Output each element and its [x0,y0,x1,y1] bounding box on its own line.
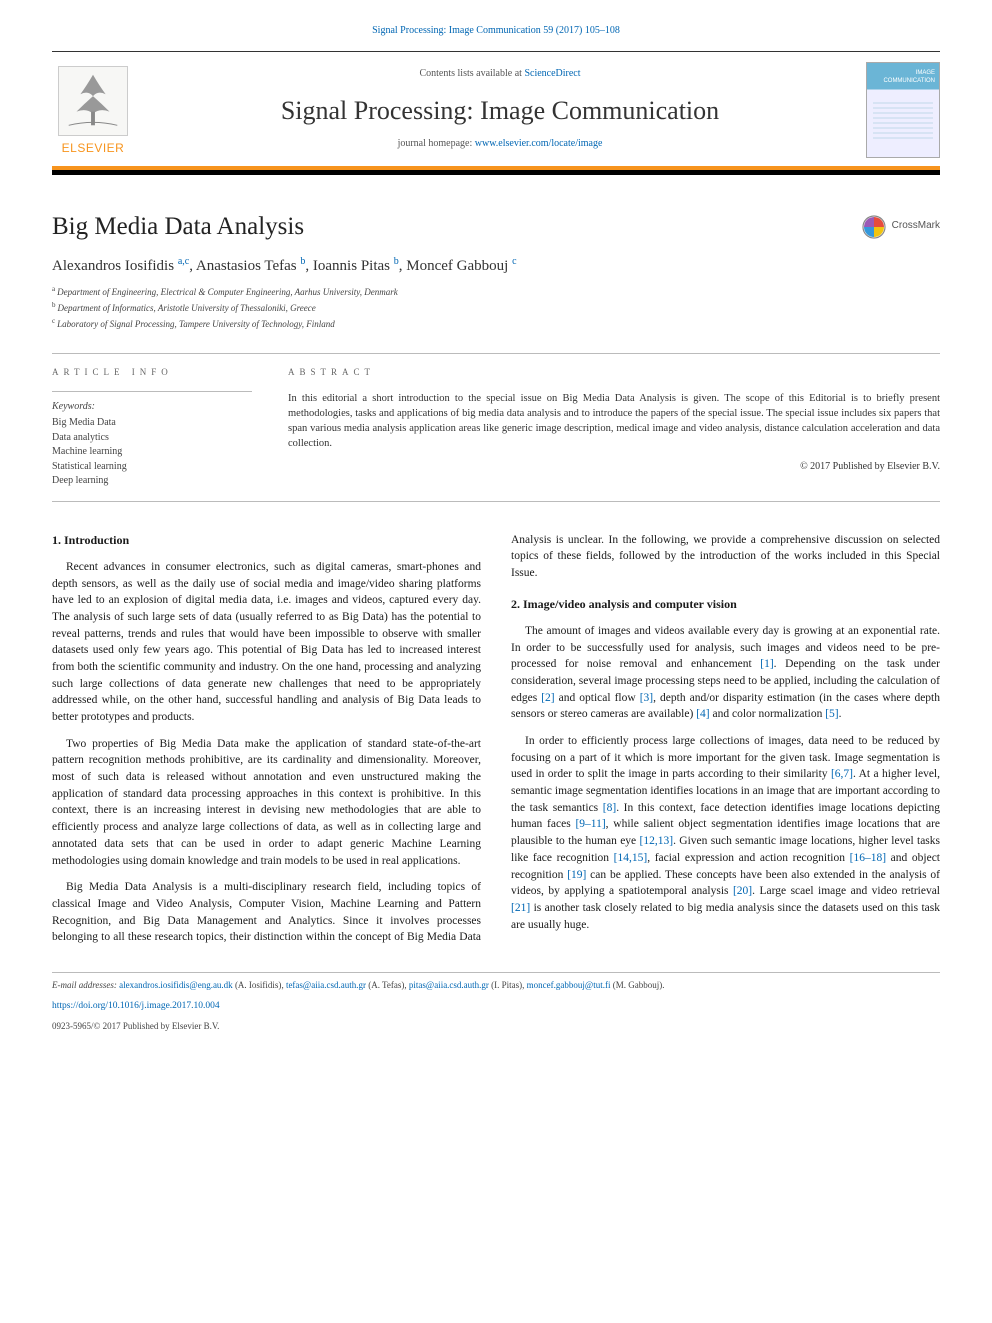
publisher-logo: ELSEVIER [52,62,134,158]
abstract-label: abstract [288,366,940,379]
article-title: Big Media Data Analysis [52,209,304,245]
homepage-line: journal homepage: www.elsevier.com/locat… [148,137,852,152]
citation[interactable]: [5] [825,708,838,720]
citation[interactable]: [1] [760,658,773,670]
email-label: E-mail addresses: [52,980,119,990]
homepage-prefix: journal homepage: [398,138,475,149]
keyword-item: Data analytics [52,431,252,446]
header-black-rule [52,170,940,175]
issn: 0923-5965/© 2017 Published by Elsevier B… [52,1020,940,1033]
citation[interactable]: [14,15] [614,852,648,864]
top-citation-link[interactable]: Signal Processing: Image Communication 5… [372,25,620,36]
contents-prefix: Contents lists available at [419,68,524,79]
doi-link[interactable]: https://doi.org/10.1016/j.image.2017.10.… [52,1001,220,1011]
citation[interactable]: [19] [567,869,586,881]
homepage-link[interactable]: www.elsevier.com/locate/image [475,138,603,149]
keyword-item: Big Media Data [52,416,252,431]
info-rule-top [52,353,940,354]
journal-cover: IMAGE COMMUNICATION [866,62,940,158]
footer: E-mail addresses: alexandros.iosifidis@e… [52,979,940,1033]
crossmark-label: CrossMark [892,219,940,234]
keywords-head: Keywords: [52,391,252,415]
contents-line: Contents lists available at ScienceDirec… [148,67,852,82]
section-1-para-1: Recent advances in consumer electronics,… [52,559,481,726]
abstract-text: In this editorial a short introduction t… [288,391,940,452]
elsevier-tree-icon [58,66,128,136]
citation[interactable]: [6,7] [831,768,853,780]
section-1-heading: 1. Introduction [52,532,481,549]
article-info-col: article info Keywords: Big Media DataDat… [52,366,252,489]
citation[interactable]: [16–18] [850,852,886,864]
keyword-item: Machine learning [52,445,252,460]
email-link[interactable]: tefas@aiia.csd.auth.gr [286,980,366,990]
keyword-item: Deep learning [52,474,252,489]
email-link[interactable]: alexandros.iosifidis@eng.au.dk [119,980,233,990]
citation[interactable]: [9–11] [575,818,605,830]
citation[interactable]: [3] [640,692,653,704]
top-citation: Signal Processing: Image Communication 5… [52,24,940,39]
email-link[interactable]: moncef.gabbouj@tut.fi [527,980,611,990]
info-rule-bottom [52,501,940,502]
abstract-col: abstract In this editorial a short intro… [288,366,940,489]
journal-header: ELSEVIER Contents lists available at Sci… [52,52,940,170]
affiliations: aDepartment of Engineering, Electrical &… [52,284,940,331]
authors: Alexandros Iosifidis a,c, Anastasios Tef… [52,255,940,278]
citation[interactable]: [8] [603,802,616,814]
citation[interactable]: [2] [541,692,554,704]
keyword-item: Statistical learning [52,460,252,475]
copyright-text: © 2017 Published by Elsevier B.V. [288,460,940,475]
section-2-para-2: In order to efficiently process large co… [511,733,940,933]
cover-thumb-icon: IMAGE COMMUNICATION [866,62,940,158]
cover-label: IMAGE COMMUNICATION [871,69,935,86]
citation[interactable]: [20] [733,885,752,897]
citation[interactable]: [12,13] [640,835,674,847]
citation[interactable]: [4] [696,708,709,720]
emails-line: E-mail addresses: alexandros.iosifidis@e… [52,979,940,992]
section-1-para-2: Two properties of Big Media Data make th… [52,736,481,869]
article-info-label: article info [52,366,252,379]
section-2-heading: 2. Image/video analysis and computer vis… [511,596,940,613]
publisher-name: ELSEVIER [62,140,125,157]
body-columns: 1. Introduction Recent advances in consu… [52,532,940,946]
crossmark-icon [862,215,886,239]
footer-rule [52,972,940,973]
citation[interactable]: [21] [511,902,530,914]
sciencedirect-link[interactable]: ScienceDirect [524,68,580,79]
email-link[interactable]: pitas@aiia.csd.auth.gr [409,980,489,990]
crossmark-badge[interactable]: CrossMark [862,215,940,239]
journal-title: Signal Processing: Image Communication [148,92,852,130]
section-2-para-1: The amount of images and videos availabl… [511,623,940,723]
